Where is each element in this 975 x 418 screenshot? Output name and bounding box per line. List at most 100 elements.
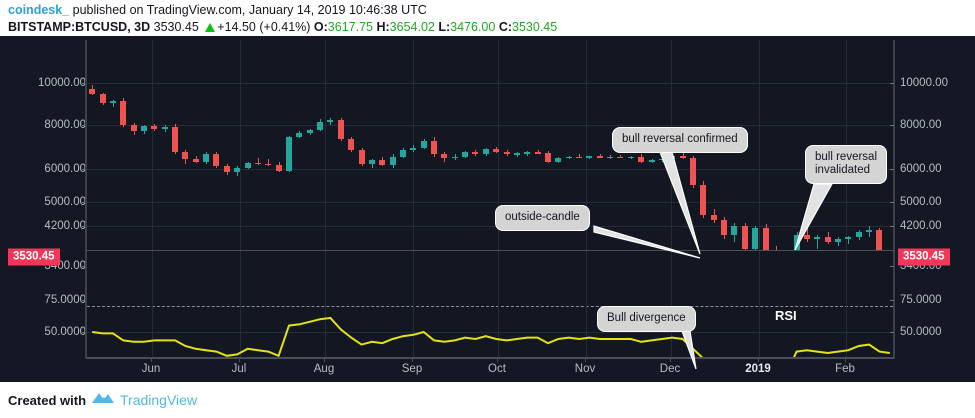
candle-body	[493, 148, 499, 153]
candle-body	[597, 156, 603, 158]
candle-body	[390, 156, 396, 166]
candle-body	[555, 157, 561, 162]
candle-body	[649, 159, 655, 162]
time-tick-label: Jun	[141, 363, 161, 375]
time-axis-rule	[86, 358, 895, 359]
time-gridline	[240, 251, 241, 358]
axis-tick	[890, 226, 894, 227]
candle-body	[628, 156, 634, 159]
rsi-band-line	[87, 306, 893, 308]
candle-body	[348, 139, 354, 150]
price-change: +14.50 (+0.41%)	[217, 20, 311, 34]
plot-bottom-border	[86, 357, 895, 358]
chart-footer: Created with TradingView	[0, 382, 975, 418]
candle-wick	[258, 157, 259, 166]
rsi-label: RSI	[775, 308, 797, 323]
chart-header: coindesk_ published on TradingView.com, …	[0, 0, 975, 36]
candle-body	[172, 126, 178, 153]
candle-body	[804, 234, 810, 240]
plot-region[interactable]	[86, 40, 894, 358]
time-axis[interactable]: Jun Jul Aug Sep Oct Nov Dec 2019 Feb	[0, 358, 975, 382]
candle-body	[680, 155, 686, 158]
candle-body	[876, 230, 882, 250]
author-link[interactable]: coindesk_	[8, 3, 70, 17]
candle-body	[213, 154, 219, 167]
axis-rule	[85, 40, 86, 358]
time-tick-label: Aug	[313, 363, 335, 375]
callout-leaders	[593, 151, 834, 370]
axis-tick-label: 8000.00	[44, 119, 86, 131]
time-tick	[151, 358, 152, 362]
candle-body	[151, 125, 157, 129]
candle-body	[234, 167, 240, 173]
rsi-pane[interactable]	[87, 251, 893, 358]
candle-body	[307, 129, 313, 133]
candle-wick	[848, 235, 849, 244]
candle-body	[700, 184, 706, 215]
time-gridline	[671, 251, 672, 358]
candle-body	[369, 160, 375, 164]
last-price: 3530.45	[153, 20, 199, 34]
time-gridline	[498, 40, 499, 250]
chart-area[interactable]: 10000.00 8000.00 6000.00 5000.00 4200.00 3400…	[0, 36, 975, 382]
publish-text: published on TradingView.com, January 14…	[69, 3, 427, 17]
annotation-callout[interactable]: outside-candle	[496, 206, 589, 230]
candle-body	[265, 163, 271, 166]
candle-body	[400, 149, 406, 157]
candle-wick	[776, 246, 777, 250]
candle-body	[835, 239, 841, 242]
annotation-callout[interactable]: bull reversal confirmed	[613, 128, 747, 152]
time-tick	[670, 358, 671, 362]
time-gridline	[759, 40, 760, 250]
symbol-label[interactable]: BITSTAMP:BTCUSD, 3D	[8, 20, 151, 34]
candle-body	[545, 152, 551, 162]
candle-body	[327, 120, 333, 122]
candle-body	[141, 125, 147, 131]
axis-tick	[82, 266, 86, 267]
candle-body	[431, 141, 437, 155]
time-gridline	[413, 40, 414, 250]
rsi-line	[92, 316, 890, 358]
candle-body	[607, 156, 613, 159]
price-pane[interactable]	[87, 40, 893, 250]
price-gridline	[87, 202, 893, 203]
annotation-callout[interactable]: bull reversal invalidated	[806, 146, 886, 183]
candle-body	[752, 228, 758, 249]
close-key: C:	[498, 20, 513, 34]
candle-body	[856, 232, 862, 237]
axis-tick	[82, 332, 86, 333]
price-gridline	[87, 169, 893, 170]
candle-body	[317, 121, 323, 130]
axis-tick-label: 5000.00	[900, 196, 942, 208]
time-tick-label: Nov	[574, 363, 596, 375]
time-tick	[845, 358, 846, 362]
candle-body	[410, 147, 416, 150]
candle-body	[131, 125, 137, 131]
axis-tick	[82, 202, 86, 203]
candle-body	[441, 154, 447, 158]
candle-body	[286, 136, 292, 171]
axis-tick-label: 75.0000	[900, 294, 942, 306]
candle-body	[576, 156, 582, 159]
created-with-label: Created with	[8, 392, 87, 408]
candle-body	[100, 93, 106, 103]
candle-body	[182, 152, 188, 160]
axis-tick-label: 10000.00	[900, 77, 948, 89]
candle-body	[763, 228, 769, 250]
axis-tick-label: 5000.00	[44, 196, 86, 208]
tradingview-logo-icon	[91, 390, 115, 410]
candle-body	[255, 162, 261, 165]
time-tick	[758, 358, 759, 362]
low-key: L:	[438, 20, 451, 34]
candle-body	[514, 153, 520, 155]
candle-body	[742, 226, 748, 249]
annotation-callout[interactable]: Bull divergence	[598, 307, 695, 331]
price-gridline	[87, 83, 893, 84]
time-gridline	[759, 251, 760, 358]
axis-tick-label: 50.0000	[900, 326, 942, 338]
leader-bull-reversal-invalidated	[794, 183, 834, 251]
tradingview-brand[interactable]: TradingView	[120, 392, 198, 408]
candle-body	[825, 236, 831, 242]
candle-body	[379, 160, 385, 166]
candle-body	[504, 152, 510, 155]
